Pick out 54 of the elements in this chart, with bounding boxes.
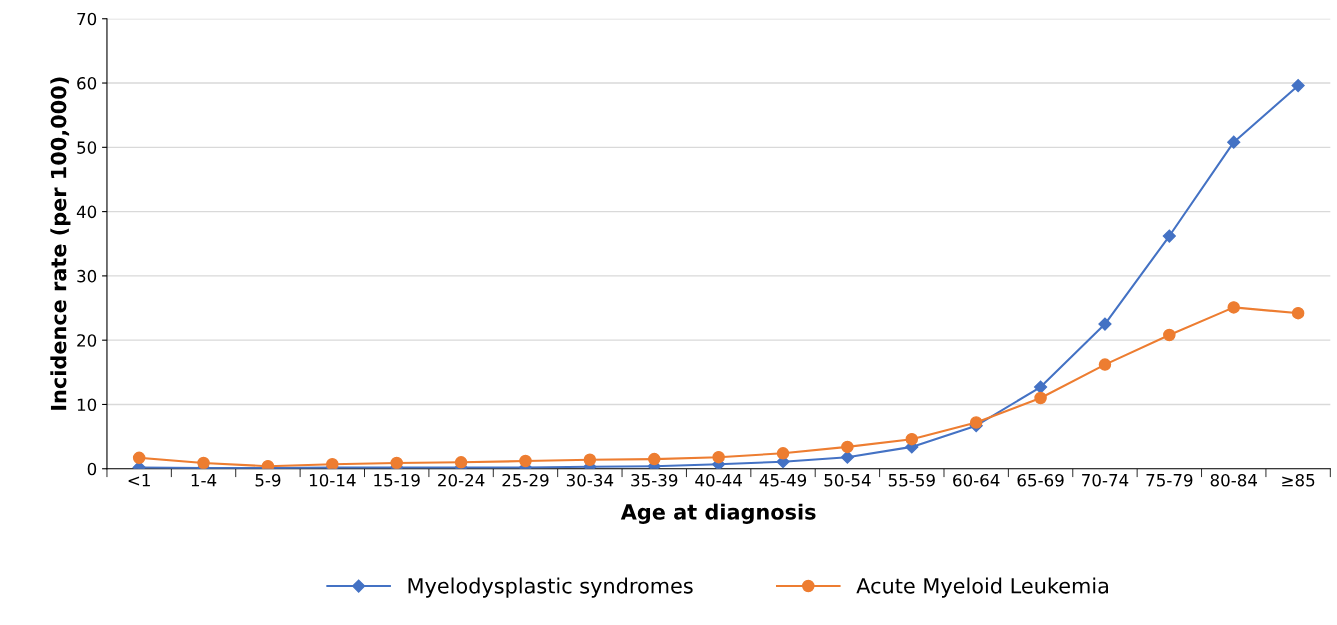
point xyxy=(1163,328,1176,342)
point xyxy=(969,416,983,429)
legend-label: Acute Myeloid Leukemia xyxy=(856,577,1108,598)
x-tick-label: 10-14 xyxy=(309,473,356,487)
point xyxy=(1291,79,1305,93)
point xyxy=(132,451,146,465)
y-tick-label: 60 xyxy=(77,77,97,90)
point xyxy=(1033,380,1048,394)
x-tick-label: 1-4 xyxy=(191,474,217,487)
x-tick-label: 30-34 xyxy=(566,473,614,487)
point xyxy=(776,447,790,460)
point xyxy=(1162,229,1176,243)
point xyxy=(197,456,210,469)
x-axis-title: Age at diagnosis xyxy=(620,503,816,524)
y-tick-label: 40 xyxy=(76,205,97,219)
point xyxy=(1098,358,1112,371)
x-tick-label: 15-19 xyxy=(374,473,420,487)
point xyxy=(647,452,661,466)
point xyxy=(1227,301,1240,314)
x-tick-label: 65-69 xyxy=(1017,473,1064,487)
point xyxy=(905,432,919,446)
y-tick-label: 70 xyxy=(77,12,97,26)
x-tick-label: 75-79 xyxy=(1146,473,1193,487)
point xyxy=(1291,306,1305,320)
y-tick-label: 20 xyxy=(77,334,97,347)
point xyxy=(454,456,468,469)
point xyxy=(583,453,597,467)
point xyxy=(1227,135,1241,149)
x-tick-label: 20-24 xyxy=(438,473,485,487)
x-tick-label: 70-74 xyxy=(1082,473,1129,487)
y-tick-label: 50 xyxy=(77,141,97,154)
x-tick-label: 60-64 xyxy=(953,473,1000,487)
point xyxy=(1098,317,1112,331)
legend-label: Myelodysplastic syndromes xyxy=(408,577,693,598)
x-tick-label: 80-84 xyxy=(1210,473,1258,487)
x-tick-label: 5-9 xyxy=(255,473,281,487)
y-tick-label: 30 xyxy=(77,269,97,283)
point xyxy=(1034,391,1047,405)
x-tick-label: 25-29 xyxy=(502,473,549,487)
point xyxy=(840,450,854,464)
x-tick-label: 35-39 xyxy=(631,473,678,487)
point xyxy=(519,454,532,468)
x-tick-label: ≥85 xyxy=(1282,473,1315,487)
x-tick-label: 45-49 xyxy=(759,473,807,487)
y-tick-label: 10 xyxy=(77,398,97,412)
point xyxy=(712,450,725,464)
y-axis-title: Incidence rate (per 100,000) xyxy=(50,77,71,410)
y-tick-label: 0 xyxy=(87,462,97,476)
point xyxy=(390,456,403,469)
x-tick-label: 50-54 xyxy=(824,473,871,487)
x-tick-label: <1 xyxy=(128,474,150,487)
point xyxy=(841,440,854,454)
x-tick-label: 55-59 xyxy=(888,473,935,487)
x-tick-label: 40-44 xyxy=(695,473,742,487)
